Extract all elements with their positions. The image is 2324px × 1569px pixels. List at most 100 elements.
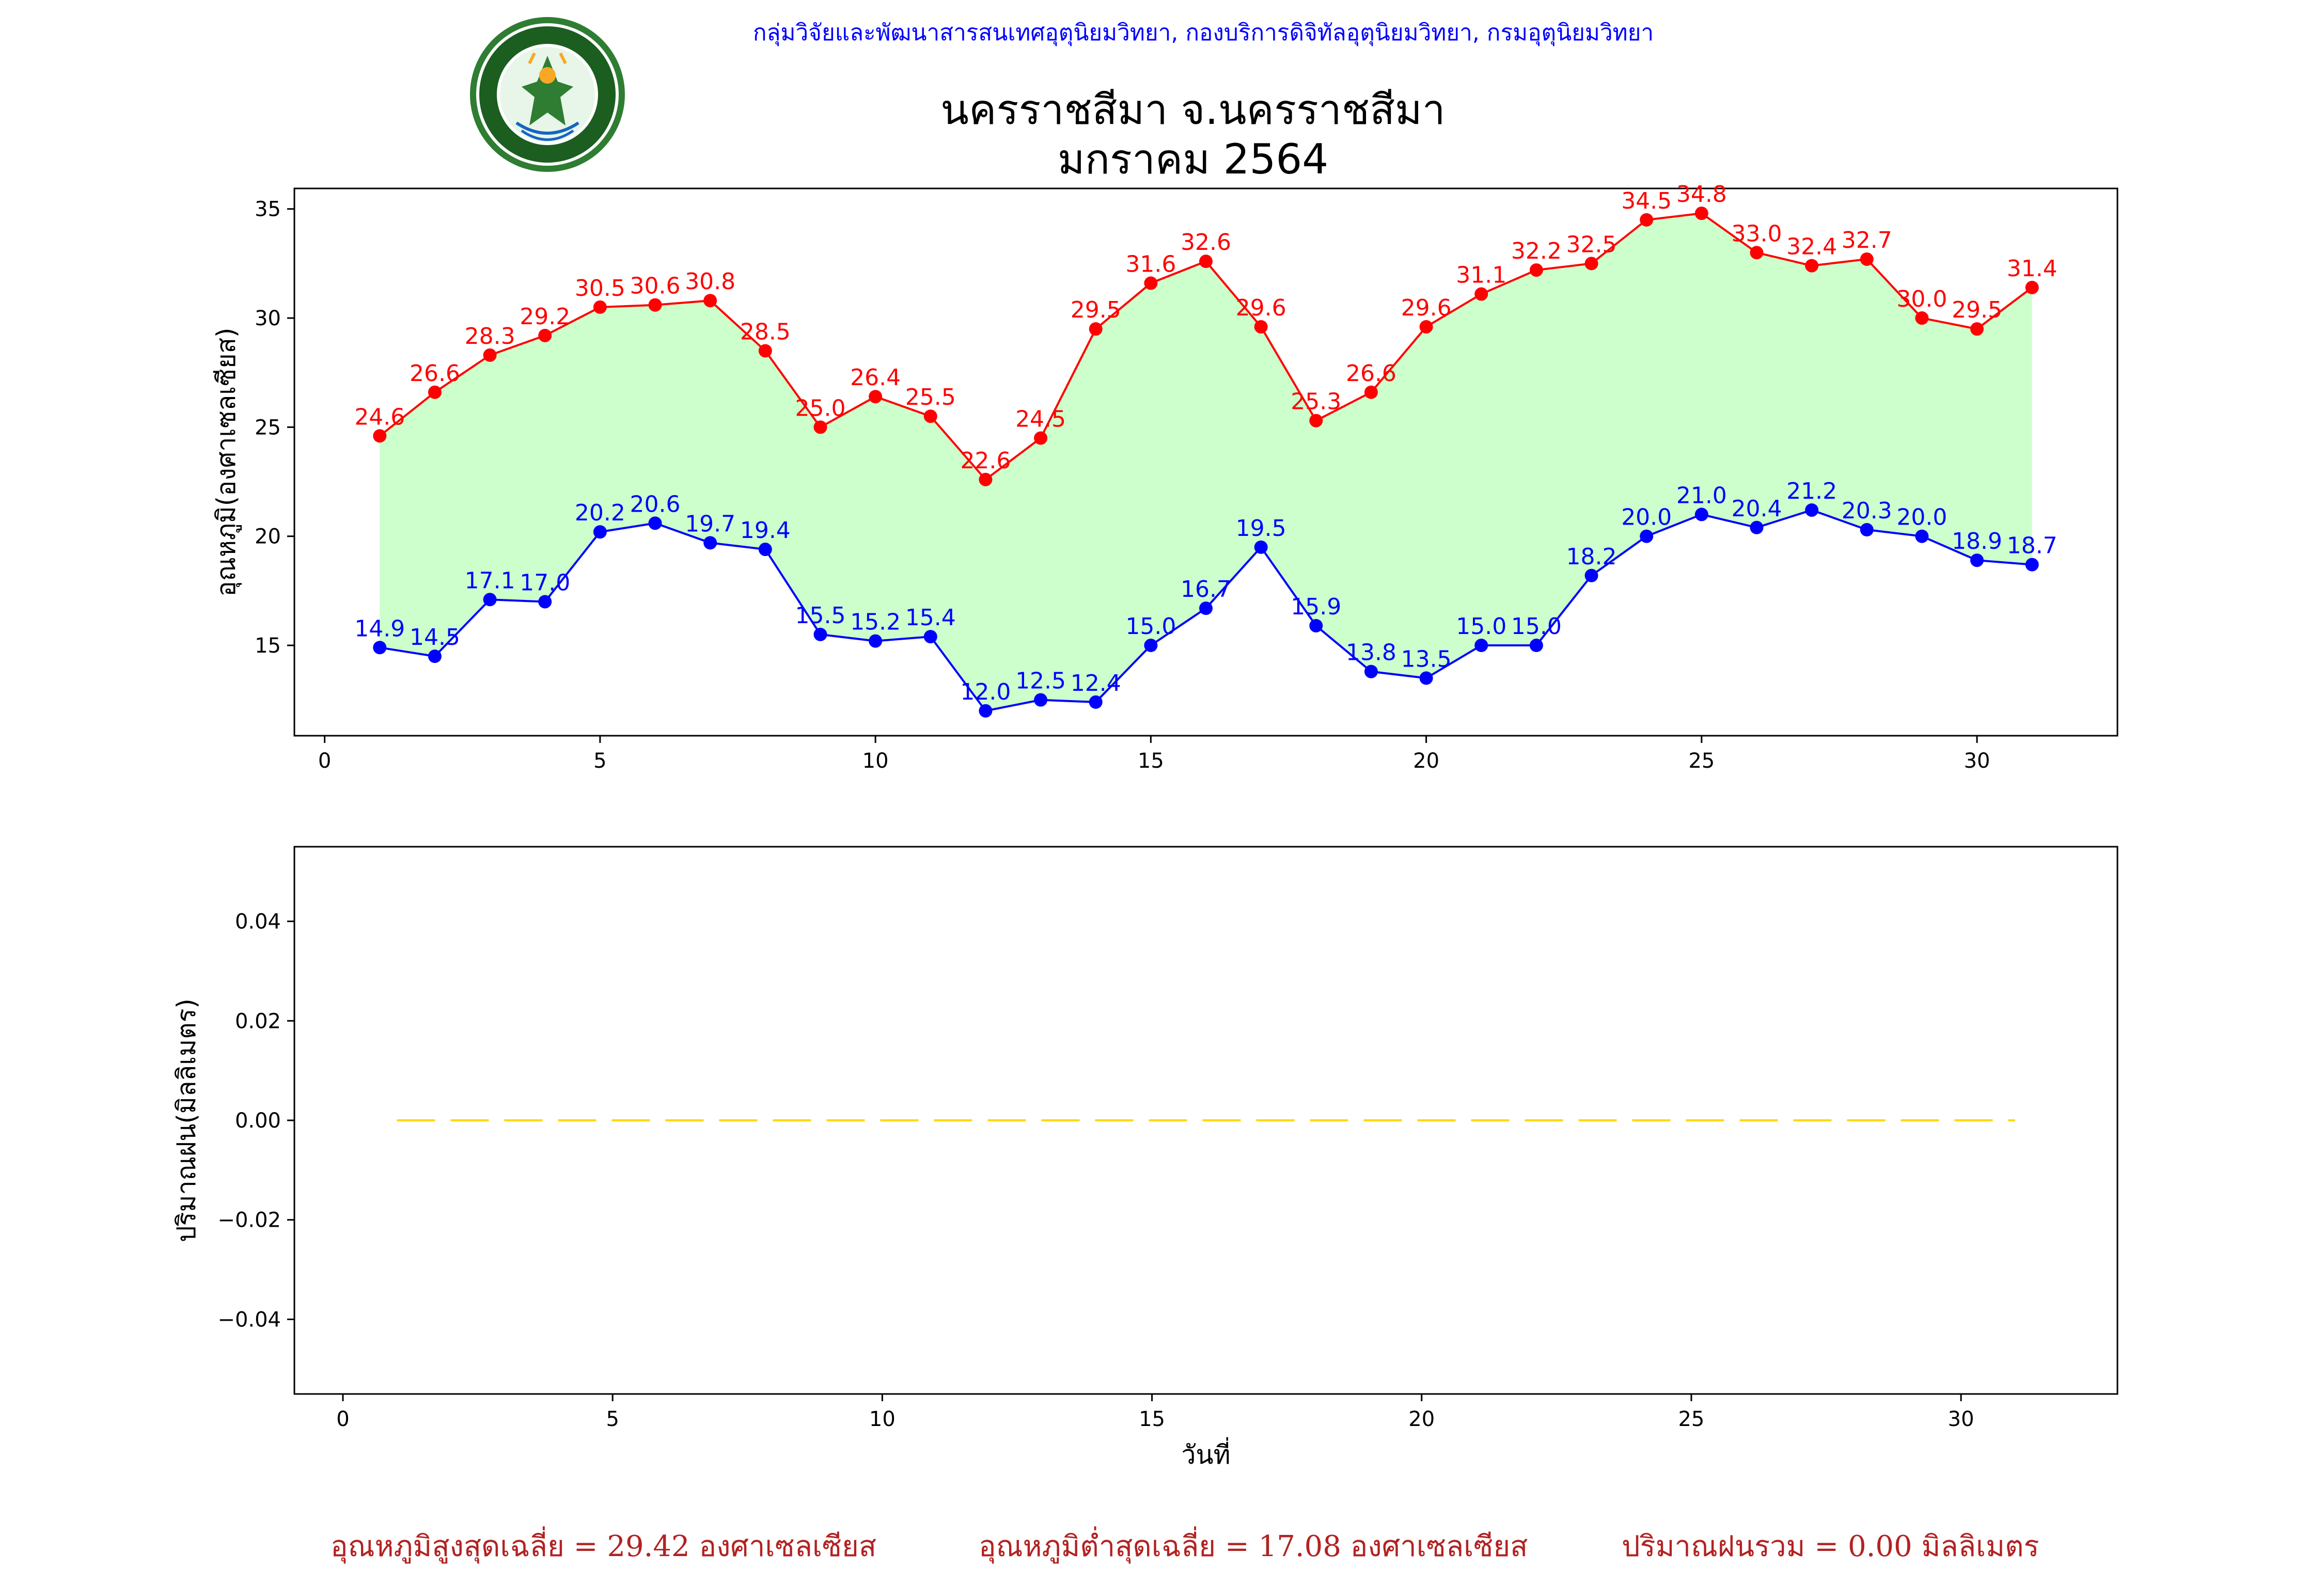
x-tick-label: 20: [1413, 749, 1439, 773]
min-data-label: 20.3: [1842, 498, 1892, 524]
y-axis-label: ปริมาณฝน(มิลลิเมตร): [171, 999, 201, 1242]
x-tick-label: 15: [1138, 749, 1164, 773]
max-point: [979, 472, 993, 486]
x-tick-label: 5: [606, 1407, 619, 1431]
max-point: [1309, 414, 1323, 427]
max-point: [1474, 287, 1488, 301]
max-data-label: 25.3: [1291, 389, 1341, 415]
max-data-label: 30.8: [685, 268, 735, 295]
max-point: [428, 385, 442, 399]
min-data-label: 14.9: [354, 615, 405, 642]
min-data-label: 21.2: [1786, 478, 1837, 504]
min-data-label: 20.0: [1621, 504, 1672, 531]
min-point: [648, 516, 662, 530]
max-data-label: 32.6: [1181, 229, 1231, 256]
min-point: [1199, 601, 1213, 615]
max-data-label: 30.5: [575, 275, 625, 302]
max-point: [1199, 255, 1213, 268]
chart-title-station: นครราชสีมา จ.นครราชสีมา: [940, 86, 1446, 134]
max-point: [758, 344, 772, 358]
max-point: [483, 348, 497, 362]
chart-title: นครราชสีมา จ.นครราชสีมา มกราคม 2564: [687, 85, 1699, 184]
min-data-label: 20.2: [575, 500, 625, 526]
x-axis-label: วันที่: [1181, 1437, 1230, 1470]
max-point: [1584, 257, 1598, 271]
max-point: [1694, 207, 1708, 220]
min-point: [1254, 540, 1268, 554]
min-point: [593, 525, 607, 539]
max-point: [1254, 320, 1268, 334]
min-point: [1144, 639, 1158, 653]
max-data-label: 31.4: [2007, 256, 2058, 282]
x-tick-label: 0: [318, 749, 331, 773]
max-data-label: 28.5: [740, 319, 791, 345]
min-data-label: 16.7: [1181, 576, 1231, 603]
min-point: [758, 543, 772, 557]
max-point: [703, 294, 717, 308]
min-point: [813, 627, 827, 641]
min-point: [1860, 523, 1874, 537]
x-tick-label: 25: [1688, 749, 1715, 773]
max-point: [1419, 320, 1433, 334]
min-data-label: 20.4: [1731, 496, 1782, 522]
min-point: [1915, 529, 1929, 543]
max-point: [373, 429, 387, 443]
max-data-label: 26.6: [410, 360, 460, 387]
min-point: [428, 649, 442, 663]
y-tick-label: 35: [255, 198, 281, 221]
x-tick-label: 30: [1964, 749, 1990, 773]
min-data-label: 19.7: [685, 511, 735, 537]
x-tick-label: 10: [869, 1407, 896, 1431]
min-point: [1364, 664, 1378, 678]
max-data-label: 32.2: [1511, 238, 1562, 264]
organization-line: กลุ่มวิจัยและพัฒนาสารสนเทศอุตุนิยมวิทยา,…: [752, 20, 1654, 46]
max-point: [1750, 246, 1764, 260]
x-tick-label: 20: [1408, 1407, 1435, 1431]
min-point: [1309, 619, 1323, 632]
min-point: [1089, 695, 1103, 709]
min-point: [869, 634, 883, 648]
max-data-label: 33.0: [1731, 220, 1782, 247]
plot-frame: [293, 187, 2118, 737]
min-data-label: 15.5: [795, 603, 845, 629]
x-tick-label: 5: [593, 749, 606, 773]
max-point: [923, 409, 937, 423]
min-point: [1970, 553, 1984, 567]
min-data-label: 20.6: [630, 491, 681, 517]
min-data-label: 19.5: [1236, 515, 1286, 542]
max-data-label: 22.6: [960, 448, 1011, 474]
y-tick-label: 30: [255, 307, 281, 330]
min-point: [1419, 671, 1433, 685]
max-data-label: 29.2: [520, 304, 570, 330]
min-data-label: 13.5: [1401, 646, 1452, 672]
x-tick-label: 30: [1948, 1407, 1974, 1431]
y-axis-label: อุณหภูมิ(องศาเซลเซียส): [211, 327, 242, 596]
max-point: [1144, 276, 1158, 290]
y-tick-label: 20: [255, 525, 281, 549]
max-data-label: 29.6: [1401, 295, 1452, 321]
min-point: [1584, 568, 1598, 582]
max-data-label: 26.4: [850, 364, 901, 391]
y-tick-label: 0.04: [235, 910, 281, 934]
max-data-label: 29.5: [1952, 297, 2002, 323]
max-data-label: 30.6: [630, 273, 681, 299]
min-data-label: 15.0: [1456, 613, 1506, 640]
min-data-label: 19.4: [740, 517, 791, 544]
max-data-label: 24.5: [1015, 406, 1066, 433]
max-data-label: 28.3: [465, 323, 515, 350]
min-point: [1640, 529, 1654, 543]
max-point: [1364, 385, 1378, 399]
min-data-label: 12.4: [1071, 670, 1121, 696]
min-data-label: 18.9: [1952, 528, 2002, 554]
max-point: [2025, 280, 2039, 294]
max-point: [1915, 311, 1929, 325]
min-point: [1474, 639, 1488, 653]
x-tick-label: 25: [1678, 1407, 1704, 1431]
max-point: [538, 328, 552, 342]
avg-min-temp-text: อุณหภูมิต่ำสุดเฉลี่ย = 17.08 องศาเซลเซีย…: [979, 1530, 1528, 1563]
x-tick-label: 15: [1139, 1407, 1165, 1431]
max-data-label: 29.5: [1071, 297, 1121, 323]
min-point: [923, 630, 937, 644]
max-data-label: 29.6: [1236, 295, 1286, 321]
min-data-label: 18.2: [1566, 544, 1617, 570]
